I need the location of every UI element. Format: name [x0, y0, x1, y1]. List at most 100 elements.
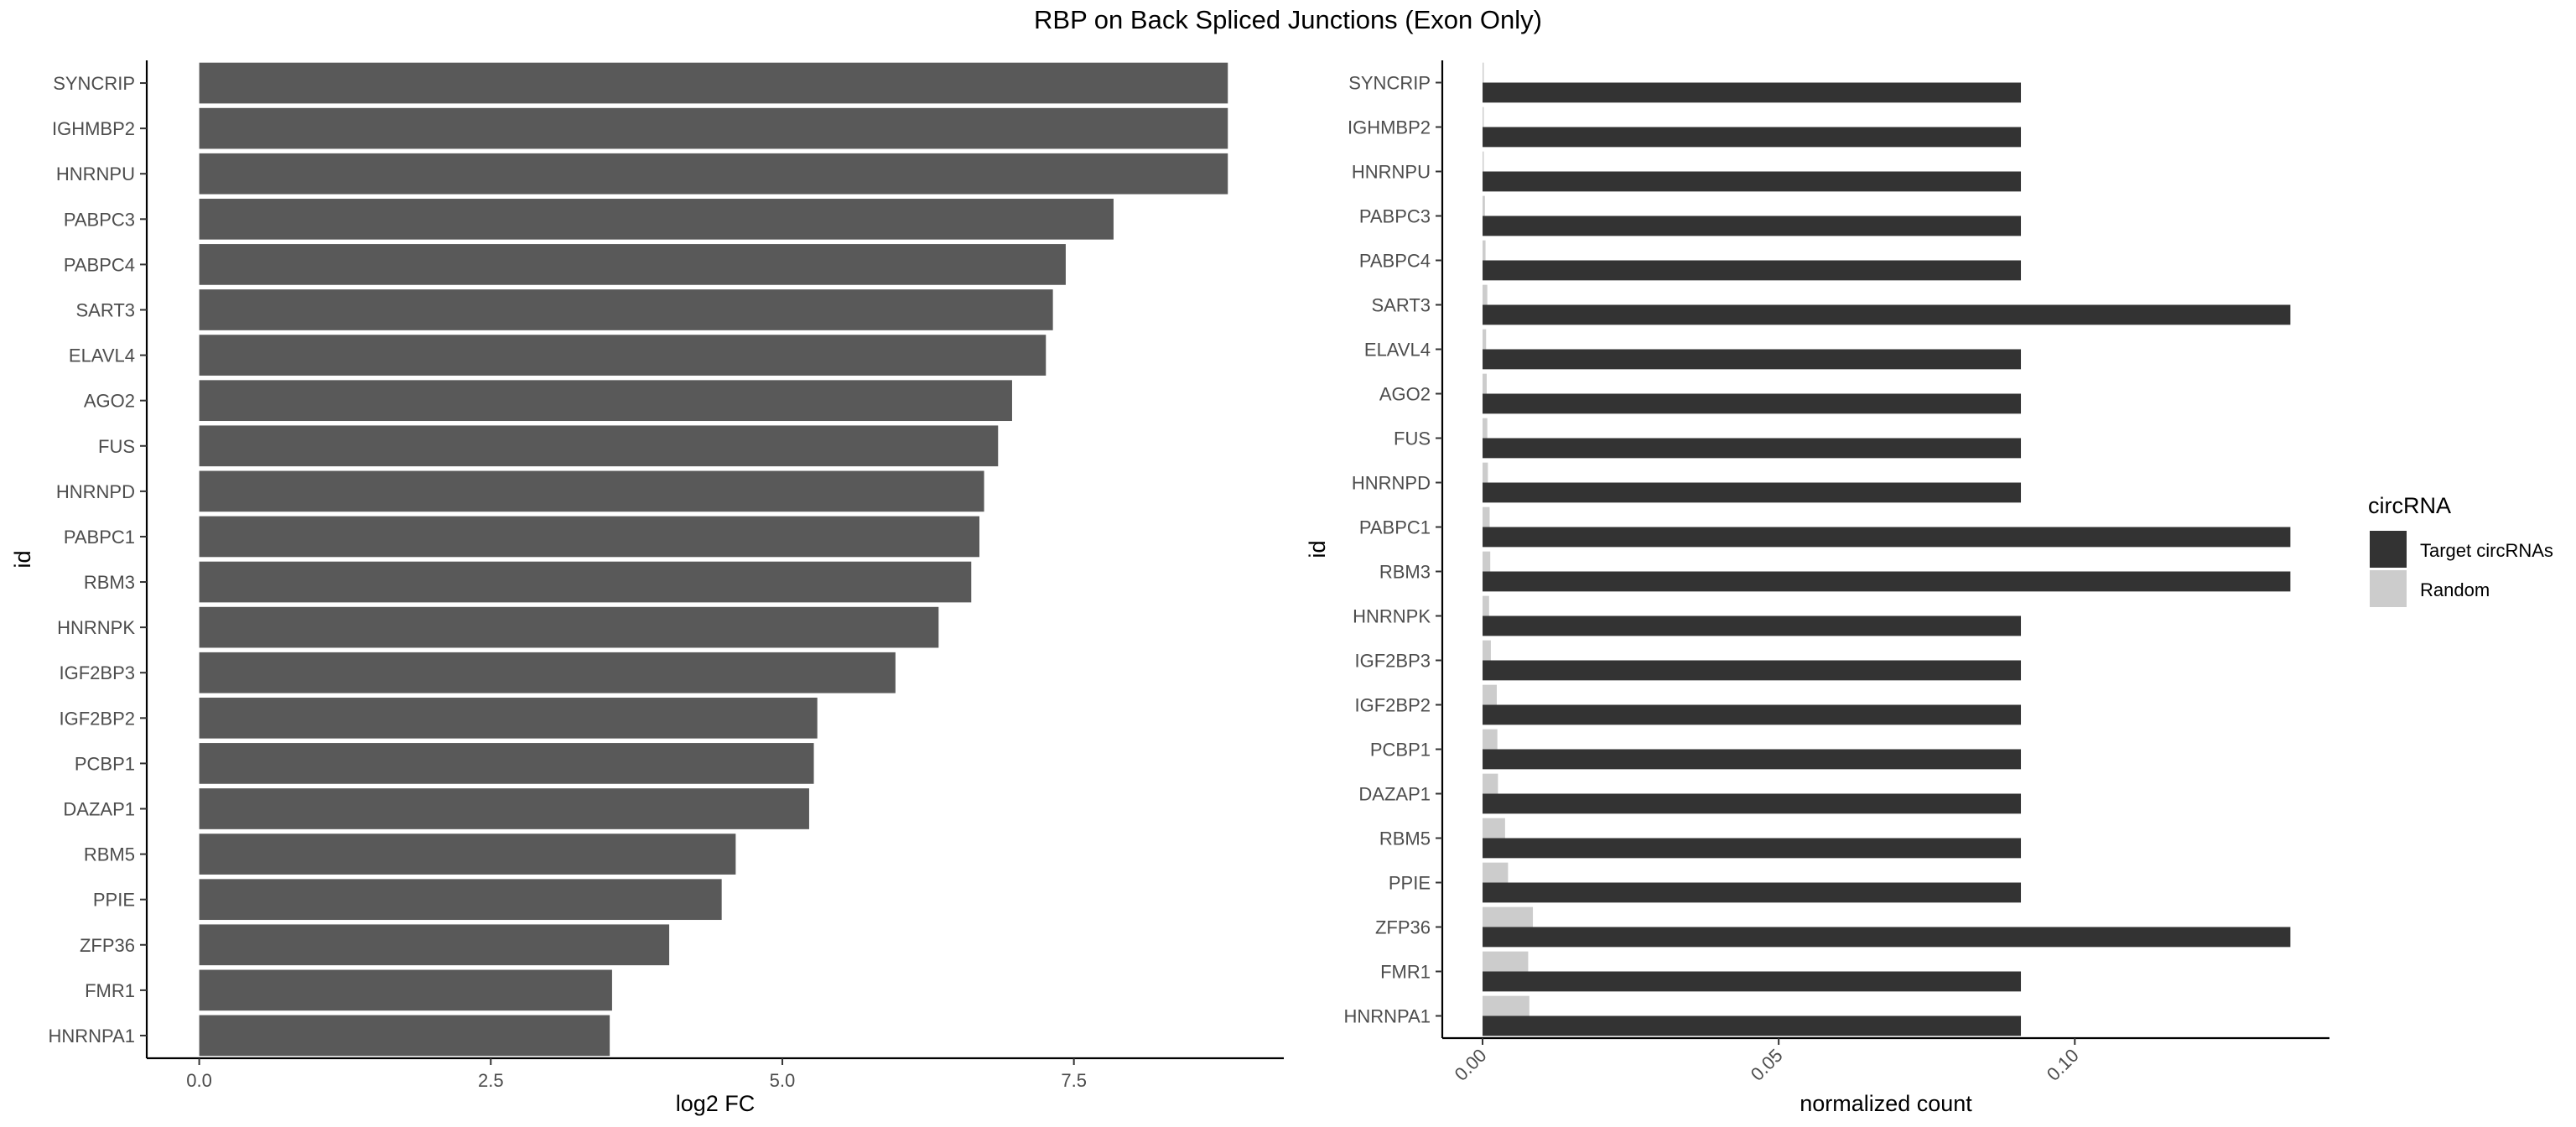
random-bar-pabpc4: [1483, 240, 1486, 261]
left-y-tick-label: PABPC4: [64, 254, 135, 275]
target-bar-ago2: [1483, 393, 2022, 414]
target-bar-pcbp1: [1483, 749, 2022, 770]
right-x-tick-label: 0.10: [2043, 1045, 2083, 1085]
target-bar-hnrnpu: [1483, 171, 2022, 192]
left-y-tick-label: ELAVL4: [69, 345, 135, 366]
target-bar-hnrnpd: [1483, 482, 2022, 503]
left-y-tick-label: IGF2BP2: [60, 708, 135, 729]
right-y-tick-label: IGHMBP2: [1348, 117, 1431, 138]
left-y-tick-label: HNRNPA1: [48, 1026, 135, 1046]
left-y-tick-label: PPIE: [93, 890, 135, 911]
left-y-tick-label: RBM5: [84, 844, 135, 865]
fc-bar-hnrnpd: [199, 470, 984, 512]
fc-bar-zfp36: [199, 924, 670, 966]
log2fc-bars: [199, 62, 1228, 1057]
random-bar-zfp36: [1483, 906, 1534, 927]
right-y-tick-label: DAZAP1: [1358, 784, 1431, 805]
random-bar-pabpc3: [1483, 195, 1485, 216]
right-x-ticks: 0.00 0.05 0.10: [1451, 1038, 2083, 1085]
left-y-tick-label: PABPC3: [64, 209, 135, 230]
right-y-tick-label: PCBP1: [1370, 740, 1431, 761]
target-bar-hnrnpa1: [1483, 1015, 2022, 1036]
target-bar-ighmbp2: [1483, 127, 2022, 148]
legend-swatch-random: [2370, 570, 2407, 607]
left-x-tick-label: 0.0: [186, 1070, 212, 1091]
fc-bar-syncrip: [199, 62, 1228, 104]
left-x-axis-title: log2 FC: [676, 1091, 756, 1116]
fc-bar-igf2bp3: [199, 652, 896, 693]
right-x-tick-label: 0.00: [1451, 1045, 1491, 1085]
log2fc-panel: SYNCRIP IGHMBP2 HNRNPU PABPC3 PABPC4 SART3 ELA…: [10, 60, 1284, 1116]
target-bar-igf2bp3: [1483, 660, 2022, 681]
right-y-tick-label: PABPC1: [1359, 517, 1431, 538]
left-y-tick-label: RBM3: [84, 572, 135, 593]
left-y-tick-label: AGO2: [84, 391, 135, 412]
legend-title: circRNA: [2368, 493, 2451, 518]
random-bar-igf2bp3: [1483, 640, 1491, 661]
fc-bar-ago2: [199, 380, 1012, 422]
target-bar-ppie: [1483, 882, 2022, 903]
fc-bar-fmr1: [199, 969, 612, 1011]
target-bar-pabpc4: [1483, 260, 2022, 281]
right-x-axis-title: normalized count: [1800, 1091, 1972, 1116]
target-bar-syncrip: [1483, 82, 2022, 103]
left-x-tick-label: 5.0: [770, 1070, 796, 1091]
fc-bar-ppie: [199, 879, 722, 921]
target-bar-elavl4: [1483, 349, 2022, 370]
random-bar-dazap1: [1483, 773, 1498, 794]
left-y-tick-label: IGHMBP2: [52, 118, 135, 139]
left-y-tick-label: IGF2BP3: [60, 662, 135, 683]
fc-bar-elavl4: [199, 335, 1046, 376]
fc-bar-pcbp1: [199, 743, 814, 784]
random-bar-hnrnpk: [1483, 595, 1489, 616]
right-y-tick-label: PPIE: [1389, 873, 1431, 894]
fc-bar-igf2bp2: [199, 697, 818, 739]
right-y-tick-label: RBM5: [1379, 828, 1431, 849]
random-bar-pcbp1: [1483, 729, 1498, 750]
target-bar-pabpc3: [1483, 216, 2022, 236]
random-bar-rbm3: [1483, 551, 1491, 572]
random-bar-igf2bp2: [1483, 684, 1497, 705]
left-y-tick-label: SYNCRIP: [53, 73, 135, 94]
normalized-count-panel: SYNCRIP IGHMBP2 HNRNPU PABPC3 PABPC4 SART3 ELA…: [1305, 60, 2329, 1116]
target-bar-dazap1: [1483, 793, 2022, 814]
right-y-tick-label: RBM3: [1379, 562, 1431, 583]
right-y-tick-label: PABPC3: [1359, 206, 1431, 227]
right-y-ticks: SYNCRIP IGHMBP2 HNRNPU PABPC3 PABPC4 SART3 ELA…: [1343, 73, 1442, 1027]
legend-label-random: Random: [2420, 579, 2490, 600]
left-y-tick-label: HNRNPD: [56, 481, 135, 502]
legend-label-target-circrnas: Target circRNAs: [2420, 540, 2553, 561]
fc-bar-pabpc4: [199, 244, 1066, 285]
legend-swatch-target-circrnas: [2370, 531, 2407, 568]
random-bar-pabpc1: [1483, 506, 1490, 527]
right-y-tick-label: IGF2BP2: [1355, 695, 1431, 716]
target-bar-zfp36: [1483, 927, 2291, 948]
right-y-tick-label: SYNCRIP: [1348, 73, 1431, 94]
fc-bar-ighmbp2: [199, 107, 1228, 149]
fc-bar-rbm5: [199, 834, 736, 875]
fc-bar-pabpc3: [199, 198, 1114, 240]
left-x-ticks: 0.0 2.5 5.0 7.5: [186, 1058, 1087, 1091]
fc-bar-sart3: [199, 289, 1053, 330]
target-bar-rbm3: [1483, 571, 2291, 592]
fc-bar-pabpc1: [199, 516, 980, 558]
random-bar-ppie: [1483, 862, 1509, 883]
target-bar-rbm5: [1483, 838, 2022, 859]
left-y-tick-label: SART3: [75, 300, 135, 321]
right-y-tick-label: ELAVL4: [1364, 340, 1431, 361]
right-y-axis-title: id: [1305, 540, 1330, 558]
left-y-tick-label: DAZAP1: [63, 799, 135, 820]
fc-bar-dazap1: [199, 788, 809, 829]
right-y-tick-label: HNRNPD: [1352, 473, 1431, 494]
right-y-tick-label: HNRNPU: [1352, 162, 1431, 183]
left-y-tick-label: FMR1: [85, 980, 135, 1001]
right-y-tick-label: SART3: [1371, 295, 1431, 316]
normalized-count-bars: [1483, 62, 2291, 1036]
left-y-axis-title: id: [10, 550, 35, 568]
target-bar-fus: [1483, 438, 2022, 459]
random-bar-elavl4: [1483, 329, 1487, 350]
target-bar-fmr1: [1483, 971, 2022, 992]
right-y-tick-label: ZFP36: [1375, 917, 1431, 938]
